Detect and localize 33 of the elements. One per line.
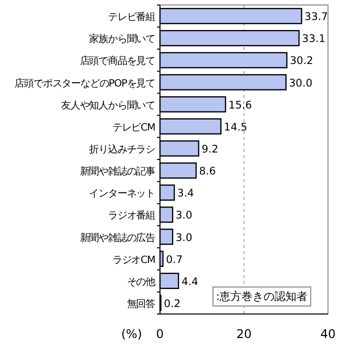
y-tick-label: 新聞や雑誌の広告 bbox=[80, 232, 156, 244]
y-tick-label: テレビCM bbox=[112, 122, 155, 134]
y-tick-label: 店頭でポスターなどのPOPを見て bbox=[14, 77, 155, 90]
x-tick-label: 0 bbox=[156, 327, 164, 341]
data-label: 3.4 bbox=[177, 188, 194, 200]
y-tick-label: 友人や知人から聞いて bbox=[60, 99, 155, 112]
data-label: 30.0 bbox=[289, 77, 312, 90]
y-tick-label: ラジオCM bbox=[112, 254, 155, 266]
x-tick-label: 40 bbox=[320, 327, 336, 341]
data-label: 30.2 bbox=[290, 55, 314, 68]
data-label: 15.6 bbox=[228, 99, 252, 112]
data-label: 14.5 bbox=[224, 121, 248, 134]
data-label: 4.4 bbox=[181, 276, 198, 288]
data-label: 3.0 bbox=[176, 210, 192, 222]
annotation: :恵方巻きの認知者 bbox=[216, 290, 308, 303]
y-tick-label: 店頭で商品を見て bbox=[80, 55, 155, 68]
data-label: 3.0 bbox=[176, 232, 192, 244]
y-tick-label: 無回答 bbox=[126, 298, 156, 310]
x-axis-title: (%) bbox=[121, 327, 142, 341]
y-tick-label: ラジオ番組 bbox=[108, 210, 156, 222]
y-tick-label: 新聞や雑誌の記事 bbox=[80, 166, 156, 178]
data-label: 0.7 bbox=[166, 254, 183, 266]
y-tick-label: 折り込みチラシ bbox=[89, 143, 156, 156]
data-label: 8.6 bbox=[199, 166, 216, 178]
y-tick-label: インターネット bbox=[89, 188, 155, 200]
x-tick-label: 20 bbox=[236, 327, 252, 341]
data-label: 0.2 bbox=[164, 298, 181, 310]
data-label: 33.1 bbox=[302, 33, 326, 46]
data-label: 9.2 bbox=[202, 143, 218, 156]
y-tick-label: 家族から聞いて bbox=[89, 33, 155, 46]
data-label: 33.7 bbox=[304, 11, 328, 24]
y-tick-label: テレビ番組 bbox=[108, 11, 156, 24]
y-tick-label: その他 bbox=[126, 276, 156, 288]
